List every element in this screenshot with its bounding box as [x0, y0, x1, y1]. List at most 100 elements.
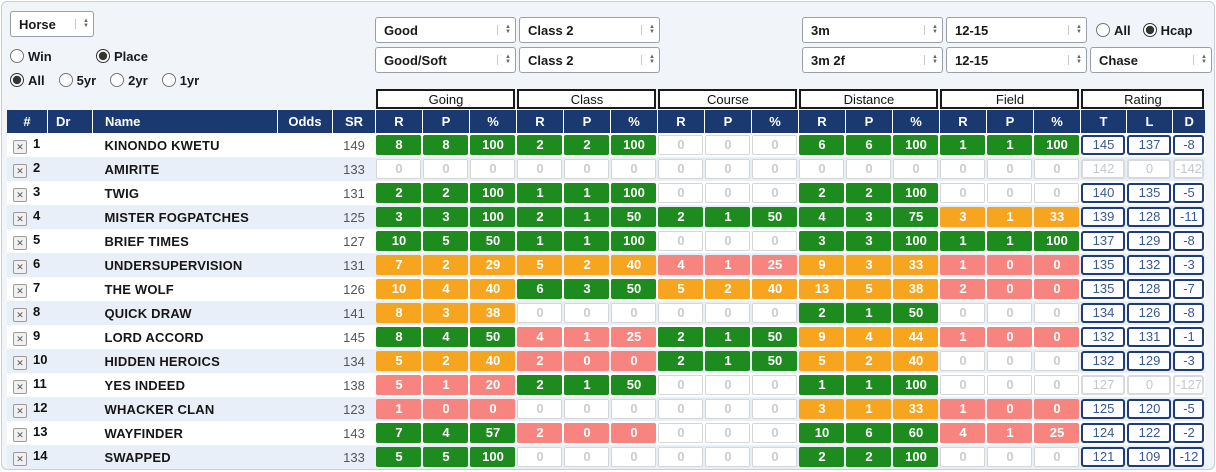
- table-row: ✕ 9 LORD ACCORD 145 8 4 50 4 1 25 2 1 50 9 4 44 1 0 0 132 13…: [7, 325, 1206, 349]
- distance-places-cell: 2: [846, 447, 892, 467]
- odds-cell: [277, 445, 333, 469]
- radio-1yr-input[interactable]: [161, 73, 176, 87]
- going-runs-cell: 8: [376, 135, 422, 155]
- class-runs-cell: 5: [517, 255, 563, 275]
- rating-t-cell: 125: [1081, 399, 1126, 419]
- going-runs-cell: 5: [376, 375, 422, 395]
- remove-row-button[interactable]: ✕: [13, 404, 27, 418]
- going-places-cell: 2: [423, 351, 469, 371]
- class-runs-cell: 4: [517, 327, 563, 347]
- remove-row-button[interactable]: ✕: [13, 380, 27, 394]
- remove-row-button[interactable]: ✕: [13, 260, 27, 274]
- radio-all-input[interactable]: [10, 73, 24, 87]
- distance-runs-cell: 10: [799, 423, 845, 443]
- remove-row-button[interactable]: ✕: [13, 332, 27, 346]
- course-places-cell: 1: [705, 327, 751, 347]
- going-pct-cell: 100: [470, 447, 516, 467]
- speed-rating: 123: [332, 397, 376, 421]
- remove-row-button[interactable]: ✕: [13, 308, 27, 322]
- radio-place-input[interactable]: [96, 49, 110, 63]
- remove-row-button[interactable]: ✕: [13, 284, 27, 298]
- radio-hcap-input[interactable]: [1142, 23, 1157, 37]
- radio-all[interactable]: All: [10, 73, 45, 88]
- draw-cell: [47, 277, 93, 301]
- speed-rating: 149: [332, 133, 376, 157]
- remove-row-button[interactable]: ✕: [13, 188, 27, 202]
- field-places-cell: 0: [987, 399, 1033, 419]
- rating-t-cell: 124: [1081, 423, 1126, 443]
- radio-hcap[interactable]: Hcap: [1142, 22, 1193, 38]
- going-select-2[interactable]: Good/Soft ▲ ▼: [375, 47, 516, 73]
- course-places-cell: 1: [705, 351, 751, 371]
- radio-2yr[interactable]: 2yr: [110, 73, 148, 88]
- remove-row-button[interactable]: ✕: [13, 212, 27, 226]
- remove-row-button[interactable]: ✕: [13, 236, 27, 250]
- horse-name: LORD ACCORD: [92, 325, 278, 349]
- rating-t-cell: 135: [1081, 279, 1126, 299]
- table-row: ✕ 13 WAYFINDER 143 7 4 57 2 0 0 0 0 0 10 6 60 4 1 25 124 122…: [7, 421, 1206, 445]
- radio-win-input[interactable]: [10, 49, 24, 63]
- radio-2yr-input[interactable]: [110, 73, 125, 87]
- class-select-1[interactable]: Class 2 ▲ ▼: [519, 17, 660, 43]
- field-runs-cell: 3: [940, 207, 986, 227]
- row-number: 6: [33, 256, 41, 271]
- odds-cell: [277, 277, 333, 301]
- speed-rating: 141: [332, 301, 376, 325]
- distance-pct-cell: 33: [893, 399, 939, 419]
- going-pct-cell: 20: [470, 375, 516, 395]
- radio-5yr-input[interactable]: [58, 73, 73, 87]
- row-num-cell: ✕ 5: [7, 229, 48, 253]
- distance-select-2[interactable]: 3m 2f ▲ ▼: [802, 47, 943, 73]
- subject-select[interactable]: Horse ▲ ▼: [10, 11, 94, 37]
- going-runs-cell: 8: [376, 303, 422, 323]
- radio-win[interactable]: Win: [10, 49, 96, 64]
- course-pct-cell: 0: [752, 447, 798, 467]
- course-pct-cell: 0: [752, 375, 798, 395]
- class-runs-cell: 2: [517, 375, 563, 395]
- going-runs-cell: 8: [376, 327, 422, 347]
- field-places-cell: 0: [987, 447, 1033, 467]
- spinner-icon: ▲ ▼: [497, 54, 511, 65]
- remove-row-button[interactable]: ✕: [13, 356, 27, 370]
- field-pct-cell: 100: [1034, 135, 1080, 155]
- odds-cell: [277, 133, 333, 157]
- field-select-2[interactable]: 12-15 ▲ ▼: [946, 47, 1087, 73]
- field-select-1[interactable]: 12-15 ▲ ▼: [946, 17, 1087, 43]
- radio-5yr[interactable]: 5yr: [58, 72, 97, 88]
- going-runs-cell: 5: [376, 351, 422, 371]
- field-runs-cell: 1: [940, 135, 986, 155]
- speed-rating: 133: [332, 157, 376, 181]
- remove-row-button[interactable]: ✕: [13, 140, 27, 154]
- row-num-cell: ✕ 11: [7, 373, 48, 397]
- distance-pct-cell: 75: [893, 207, 939, 227]
- field-runs-cell: 1: [940, 327, 986, 347]
- going-select-1[interactable]: Good ▲ ▼: [375, 17, 516, 43]
- radio-label: 5yr: [76, 72, 97, 88]
- distance-runs-cell: 2: [799, 183, 845, 203]
- class-runs-cell: 2: [517, 135, 563, 155]
- going-runs-cell: 1: [376, 399, 422, 419]
- speed-rating: 125: [332, 205, 376, 229]
- radio-1yr[interactable]: 1yr: [161, 73, 199, 88]
- draw-cell: [47, 157, 93, 181]
- remove-row-button[interactable]: ✕: [13, 452, 27, 466]
- race-type-select[interactable]: Chase ▲ ▼: [1090, 47, 1212, 73]
- remove-row-button[interactable]: ✕: [13, 164, 27, 178]
- row-num-cell: ✕ 6: [7, 253, 48, 277]
- field-runs-cell: 2: [940, 279, 986, 299]
- spinner-icon: ▲ ▼: [75, 18, 89, 29]
- distance-pct-cell: 100: [893, 183, 939, 203]
- remove-row-button[interactable]: ✕: [13, 428, 27, 442]
- rating-l-cell: 126: [1127, 303, 1172, 323]
- row-num-cell: ✕ 13: [7, 421, 48, 445]
- radio-label: Hcap: [1160, 22, 1193, 38]
- radio-place[interactable]: Place: [96, 49, 148, 64]
- distance-places-cell: 6: [846, 135, 892, 155]
- radio-all-input[interactable]: [1096, 23, 1110, 37]
- rating-t-cell: 137: [1081, 231, 1126, 251]
- class-select-2[interactable]: Class 2 ▲ ▼: [519, 47, 660, 73]
- radio-all[interactable]: All: [1096, 23, 1131, 38]
- horse-name: TWIG: [92, 181, 278, 205]
- odds-cell: [277, 349, 333, 373]
- distance-select-1[interactable]: 3m ▲ ▼: [802, 17, 943, 43]
